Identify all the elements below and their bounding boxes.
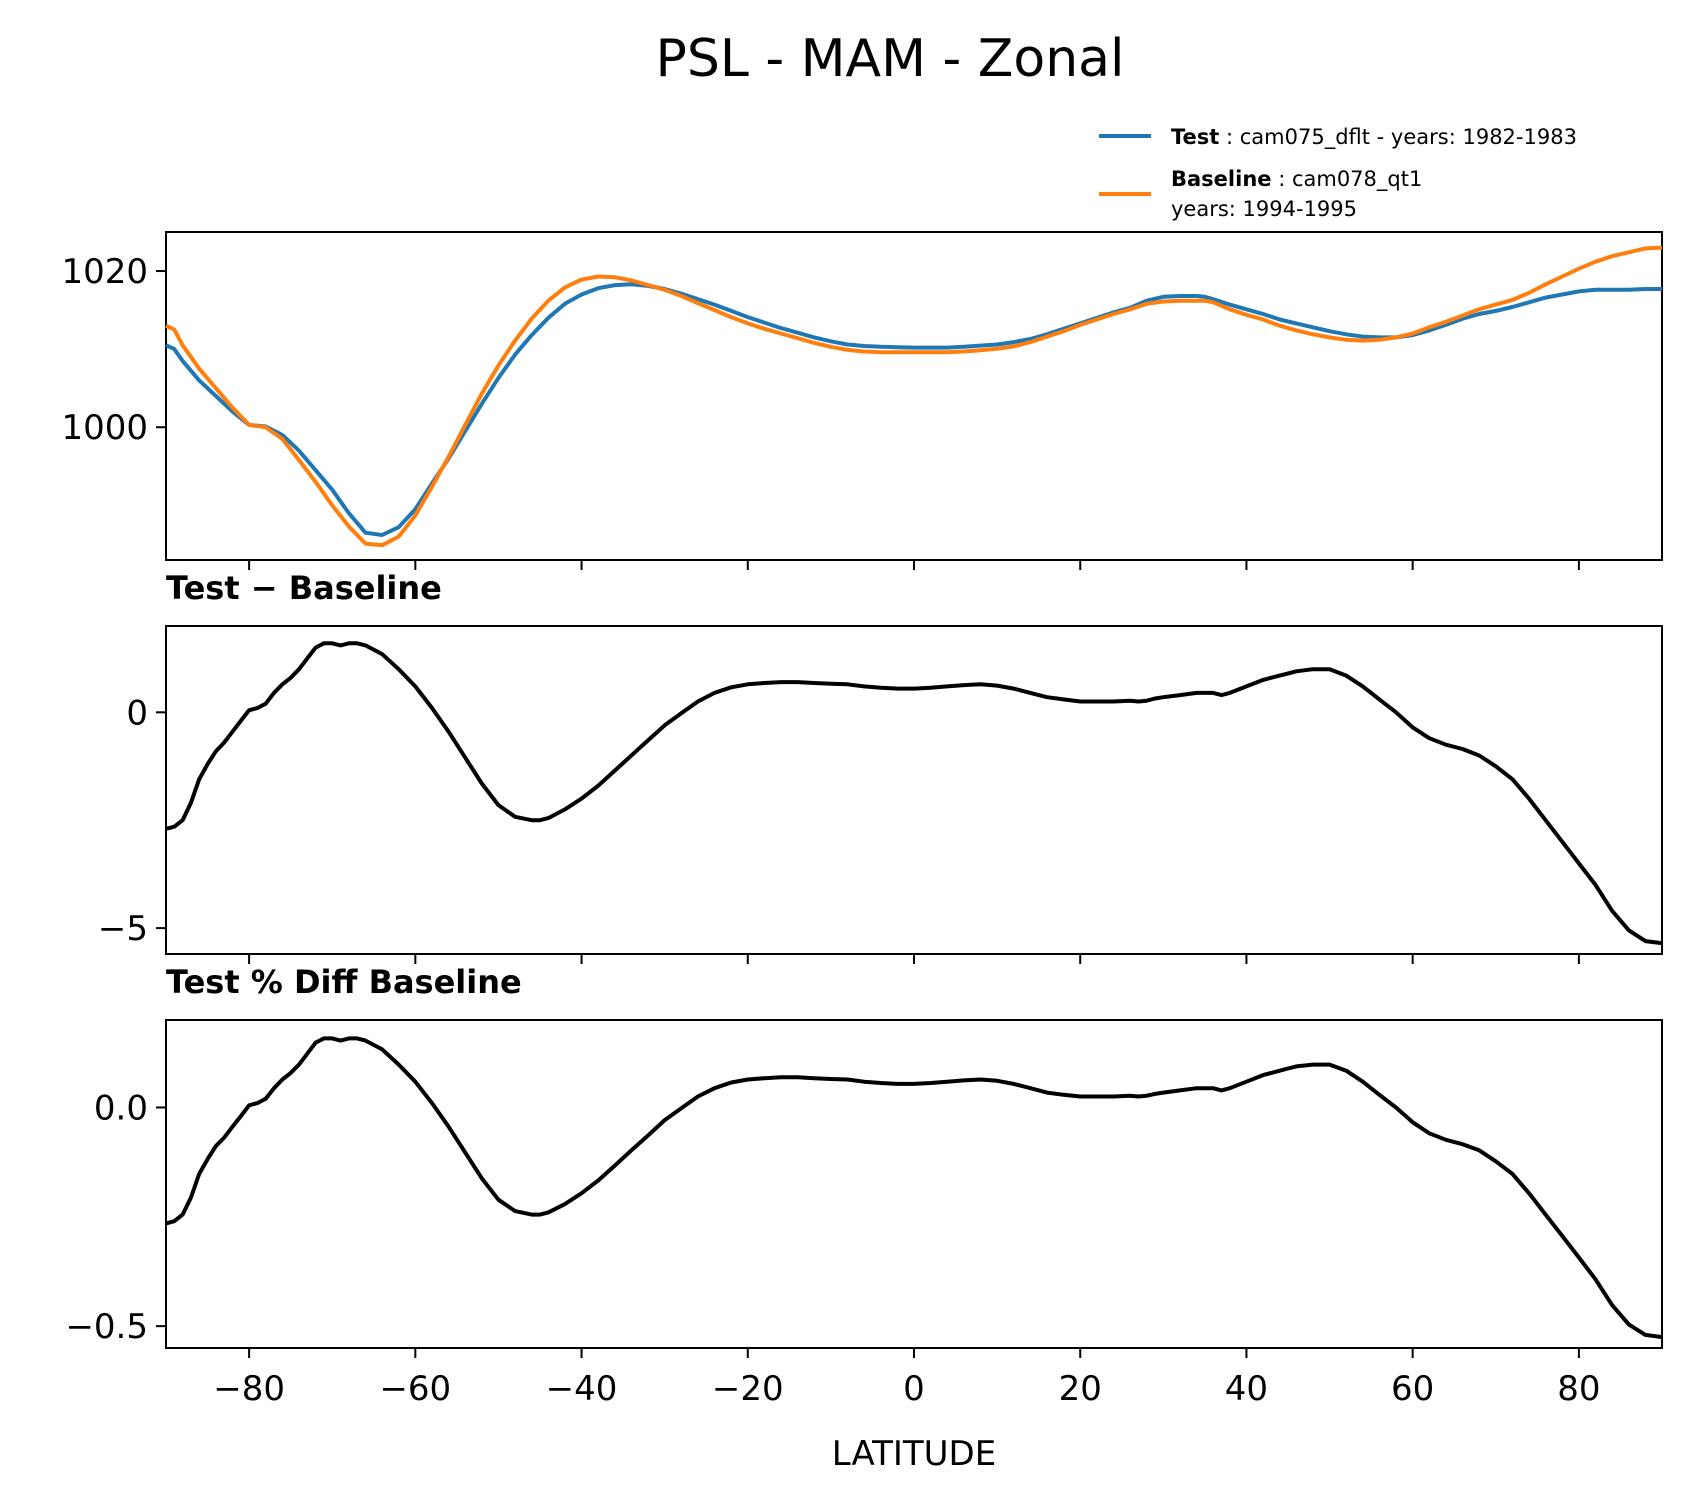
series-group (165, 641, 1663, 946)
series-line-test-baseline (165, 641, 1663, 946)
x-tick-label: 40 (1225, 1369, 1268, 1409)
x-ticks (248, 954, 1580, 964)
legend: Test : cam075_dflt - years: 1982-1983 Ba… (1099, 125, 1577, 221)
y-tick-label: 1000 (61, 408, 148, 448)
legend-label-test: Test : cam075_dflt - years: 1982-1983 (1171, 125, 1577, 150)
x-tick-label: 0 (903, 1369, 925, 1409)
y-tick-label: 0 (126, 693, 148, 733)
series-group (165, 1036, 1663, 1340)
y-tick-label: −5 (98, 909, 148, 949)
x-axis-label: LATITUDE (832, 1434, 996, 1474)
y-axis: −0.5 0.0 (65, 1088, 166, 1347)
x-tick-label: −80 (213, 1369, 285, 1409)
x-tick-labels: −80 −60 −40 −20 0 20 40 60 80 (213, 1369, 1600, 1409)
panel-difference: Test − Baseline −5 0 (98, 569, 1663, 964)
chart-title: PSL - MAM - Zonal (656, 29, 1125, 89)
series-line-baseline (165, 245, 1663, 548)
x-tick-label: 60 (1391, 1369, 1434, 1409)
x-tick-label: −60 (379, 1369, 451, 1409)
y-axis: 1000 1020 (61, 252, 166, 448)
y-tick-label: 0.0 (94, 1088, 148, 1128)
y-axis: −5 0 (98, 693, 166, 949)
legend-entry-test: Test : cam075_dflt - years: 1982-1983 (1099, 125, 1577, 150)
panel-percent-difference: Test % Diff Baseline −0.5 0.0 −80 −60 −40 −2… (65, 963, 1663, 1409)
legend-label-baseline-years: years: 1994-1995 (1171, 197, 1357, 221)
legend-label-baseline: Baseline : cam078_qt1 (1171, 167, 1422, 192)
x-tick-label: 80 (1557, 1369, 1600, 1409)
y-tick-label: 1020 (61, 252, 148, 292)
series-line-test-diff-baseline (165, 1036, 1663, 1340)
x-tick-label: 20 (1059, 1369, 1102, 1409)
panel-zonal-mean: 1000 1020 (61, 231, 1663, 570)
x-tick-label: −40 (546, 1369, 618, 1409)
x-ticks (248, 1348, 1580, 1358)
panel-title-percent-difference: Test % Diff Baseline (166, 963, 522, 1001)
x-tick-label: −20 (712, 1369, 784, 1409)
x-ticks (248, 560, 1580, 570)
panel-title-difference: Test − Baseline (166, 569, 442, 607)
legend-entry-baseline: Baseline : cam078_qt1 years: 1994-1995 (1099, 167, 1422, 221)
series-group (165, 245, 1663, 548)
y-tick-label: −0.5 (65, 1307, 148, 1347)
